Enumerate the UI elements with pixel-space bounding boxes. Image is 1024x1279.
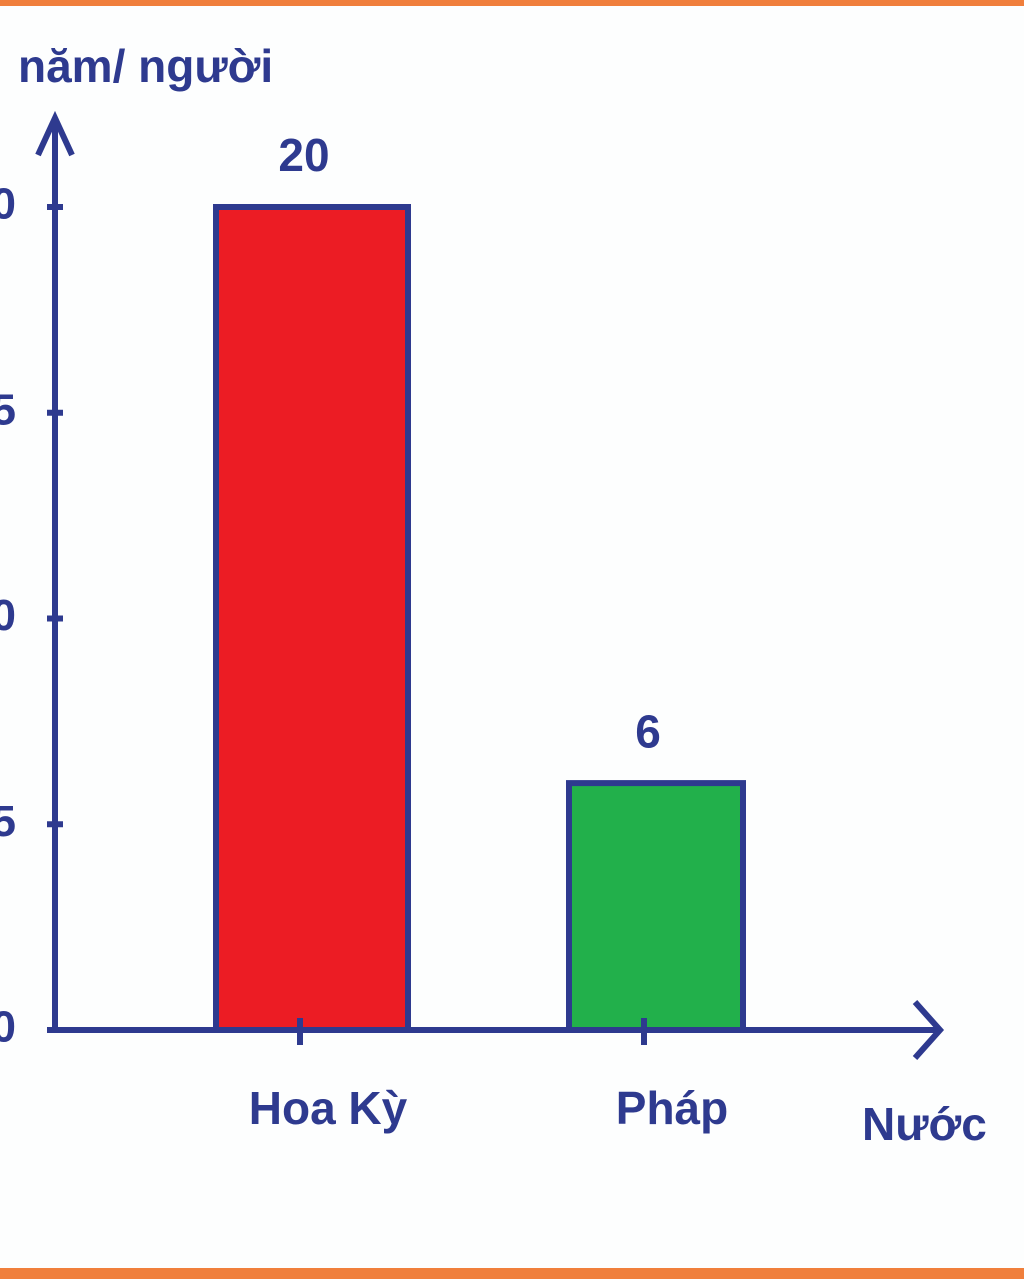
axes <box>35 110 945 1060</box>
y-tick-label: 0 <box>0 1003 16 1052</box>
y-tick-label: 20 <box>0 180 16 229</box>
x-axis-title: Nước <box>862 1098 987 1150</box>
top-border <box>0 0 1024 6</box>
y-tick-label: 15 <box>0 385 16 434</box>
bar <box>213 204 411 1033</box>
bottom-border <box>0 1268 1024 1279</box>
value-label: 20 <box>278 129 329 181</box>
x-tick-label: Hoa Kỳ <box>249 1082 408 1134</box>
x-arrow <box>912 1000 945 1060</box>
y-arrow <box>35 110 75 157</box>
bar <box>566 780 746 1033</box>
x-tick-label: Pháp <box>616 1082 728 1134</box>
y-axis-title: năm/ người <box>18 40 273 92</box>
value-label: 6 <box>635 705 661 757</box>
y-tick-label: 5 <box>0 797 16 846</box>
y-tick-label: 10 <box>0 591 16 640</box>
